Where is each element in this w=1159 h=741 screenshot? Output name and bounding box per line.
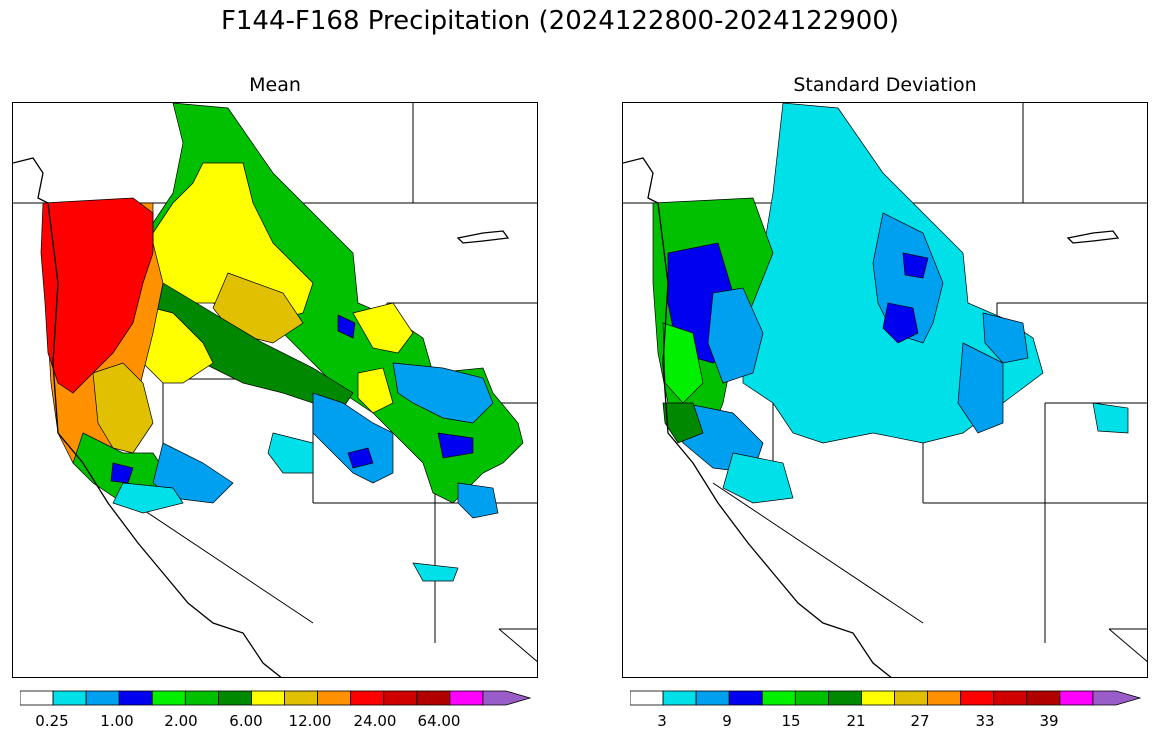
colorbar-swatch bbox=[728, 690, 763, 706]
colorbar-swatch bbox=[927, 690, 962, 706]
mean-colorbar-tick-label: 0.25 bbox=[35, 712, 69, 730]
mean-colorbar-tick-label: 1.00 bbox=[100, 712, 134, 730]
colorbar-swatch bbox=[993, 690, 1028, 706]
colorbar-swatch bbox=[761, 690, 796, 706]
mean-lake-outline bbox=[456, 230, 510, 244]
colorbar-swatch bbox=[217, 690, 252, 706]
std-precip-regions bbox=[652, 103, 1129, 504]
std-colorbar-tick-label: 9 bbox=[722, 712, 732, 730]
mean-colorbar bbox=[20, 690, 532, 706]
colorbar-swatch bbox=[85, 690, 120, 706]
mean-map-canvas bbox=[13, 103, 537, 677]
colorbar-swatch bbox=[695, 690, 730, 706]
colorbar-swatch bbox=[894, 690, 928, 706]
mean-colorbar-tick-label: 24.00 bbox=[353, 712, 397, 730]
colorbar-swatch bbox=[251, 690, 285, 706]
colorbar-swatch bbox=[630, 690, 664, 706]
colorbar-swatch bbox=[861, 690, 895, 706]
std-coastline bbox=[623, 157, 892, 677]
mean-colorbar-tick-label: 2.00 bbox=[164, 712, 198, 730]
colorbar-swatch bbox=[118, 690, 153, 706]
mean-coastline bbox=[13, 157, 282, 677]
std-colorbar-tick-label: 27 bbox=[910, 712, 930, 730]
colorbar-swatch bbox=[1026, 690, 1061, 706]
colorbar-swatch bbox=[284, 690, 318, 706]
colorbar-swatch bbox=[827, 690, 862, 706]
colorbar-swatch bbox=[662, 690, 697, 706]
colorbar-swatch bbox=[482, 690, 532, 706]
mean-colorbar-tick-label: 12.00 bbox=[288, 712, 332, 730]
std-colorbar-tick-label: 39 bbox=[1039, 712, 1059, 730]
mean-precip-regions bbox=[40, 103, 524, 582]
colorbar-swatch bbox=[794, 690, 829, 706]
colorbar-swatch bbox=[416, 690, 451, 706]
colorbar-swatch bbox=[350, 690, 385, 706]
colorbar-swatch bbox=[20, 690, 54, 706]
colorbar-swatch bbox=[52, 690, 87, 706]
figure-title: F144-F168 Precipitation (2024122800-2024… bbox=[220, 6, 900, 36]
std-colorbar-tick-label: 33 bbox=[975, 712, 995, 730]
colorbar-swatch bbox=[317, 690, 352, 706]
std-colorbar-tick-label: 3 bbox=[657, 712, 667, 730]
std-lake-outline bbox=[1066, 230, 1120, 244]
mean-colorbar-tick-label: 64.00 bbox=[417, 712, 461, 730]
std-map-canvas bbox=[623, 103, 1147, 677]
mean-panel-title: Mean bbox=[249, 74, 301, 96]
std-colorbar-tick-label: 21 bbox=[846, 712, 866, 730]
std-colorbar bbox=[630, 690, 1142, 706]
colorbar-swatch bbox=[151, 690, 186, 706]
colorbar-swatch bbox=[383, 690, 418, 706]
mean-colorbar-tick-label: 6.00 bbox=[229, 712, 263, 730]
colorbar-swatch bbox=[1092, 690, 1142, 706]
colorbar-swatch bbox=[449, 690, 484, 706]
std-panel-title: Standard Deviation bbox=[793, 74, 977, 96]
colorbar-swatch bbox=[960, 690, 995, 706]
std-colorbar-tick-label: 15 bbox=[781, 712, 801, 730]
mean-map bbox=[12, 102, 538, 678]
colorbar-swatch bbox=[1059, 690, 1094, 706]
std-map bbox=[622, 102, 1148, 678]
colorbar-swatch bbox=[184, 690, 219, 706]
